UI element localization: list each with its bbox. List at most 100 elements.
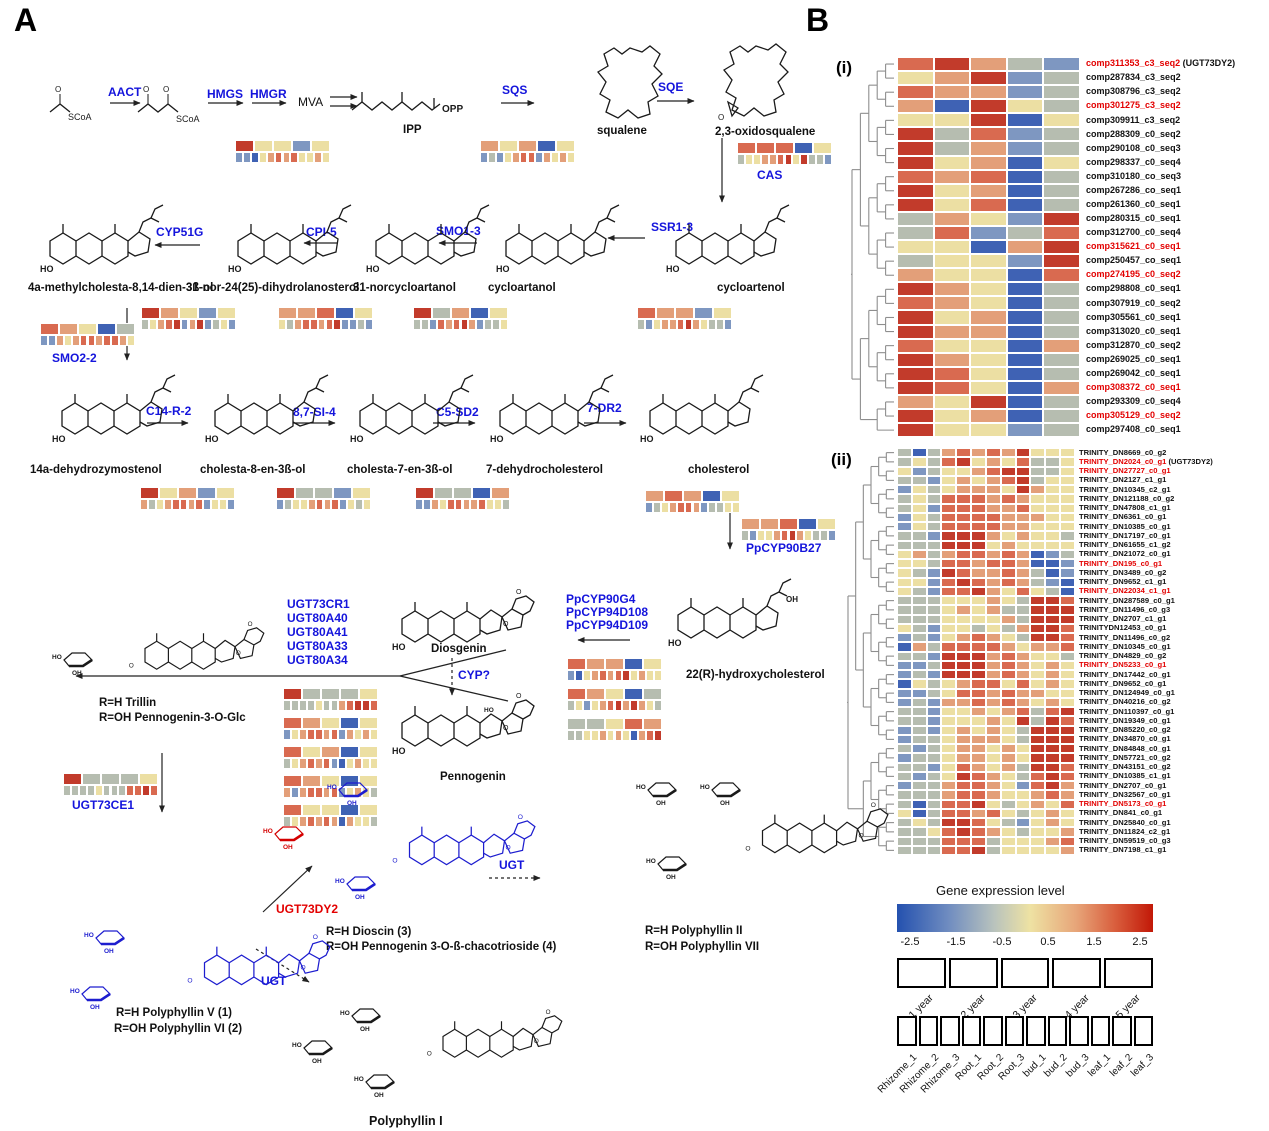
heatmap-cell bbox=[824, 154, 832, 165]
heatmap-cell bbox=[926, 448, 942, 458]
heatmap-cell bbox=[941, 559, 957, 569]
heatmap-cell bbox=[1045, 623, 1061, 633]
heatmap-cell bbox=[40, 323, 59, 335]
mini-heatmap-strip bbox=[567, 688, 662, 711]
heatmap-cell bbox=[306, 787, 315, 798]
mini-heatmap-strip bbox=[637, 307, 732, 330]
heatmap-cell bbox=[971, 827, 986, 837]
heatmap-cell bbox=[985, 642, 1001, 652]
heatmap-cell bbox=[911, 845, 927, 855]
heatmap-cell bbox=[551, 152, 560, 163]
heatmap-cell bbox=[911, 836, 927, 846]
heatmap-cell bbox=[644, 319, 653, 330]
heatmap-cell bbox=[700, 319, 709, 330]
heatmap-cell bbox=[971, 485, 986, 495]
gene-label: TRINITY_DN34870_c0_g1 bbox=[1079, 734, 1171, 744]
heatmap-cell bbox=[956, 466, 972, 476]
heatmap-cell bbox=[911, 531, 927, 541]
heatmap-cell bbox=[933, 324, 971, 339]
heatmap-cell bbox=[956, 614, 972, 624]
heatmap-cell bbox=[330, 787, 339, 798]
heatmap-cell bbox=[752, 154, 761, 165]
heatmap-cell bbox=[102, 785, 111, 796]
svg-text:OH: OH bbox=[720, 800, 730, 807]
heatmap-cell bbox=[941, 475, 957, 485]
heatmap-cell bbox=[1060, 697, 1075, 707]
heatmap-cell bbox=[605, 718, 624, 730]
heatmap-cell bbox=[1006, 183, 1044, 198]
heatmap-cell bbox=[897, 394, 934, 409]
heatmap-cell bbox=[708, 502, 717, 513]
heatmap-cell bbox=[156, 319, 165, 330]
heatmap-cell bbox=[744, 154, 753, 165]
heatmap-cell bbox=[941, 531, 957, 541]
heatmap-cell bbox=[941, 808, 957, 818]
heatmap-cell bbox=[741, 518, 760, 530]
heatmap-cell bbox=[911, 633, 927, 643]
gene-label: TRINITY_DN8669_c0_g2 bbox=[1079, 447, 1167, 457]
heatmap-cell bbox=[911, 716, 927, 726]
heatmap-cell bbox=[1015, 494, 1031, 504]
heatmap-cell bbox=[1015, 448, 1031, 458]
heatmap-cell bbox=[1006, 57, 1044, 72]
heatmap-cell bbox=[1045, 466, 1061, 476]
heatmap-cell bbox=[63, 335, 72, 346]
heatmap-cell bbox=[941, 614, 957, 624]
svg-text:O: O bbox=[505, 844, 510, 851]
heatmap-cell bbox=[956, 623, 972, 633]
heatmap-cell bbox=[970, 225, 1007, 241]
heatmap-cell bbox=[985, 670, 1001, 680]
heatmap-cell bbox=[1043, 169, 1080, 184]
heatmap-cell bbox=[1015, 642, 1031, 652]
panel-a-label: A bbox=[14, 2, 38, 38]
svg-text:O: O bbox=[718, 113, 724, 122]
heatmap-cell bbox=[652, 319, 661, 330]
heatmap-cell bbox=[971, 503, 986, 513]
heatmap-cell bbox=[574, 700, 583, 711]
heatmap-cell bbox=[971, 475, 986, 485]
gene-label: TRINITY_DN17442_c0_g1 bbox=[1079, 669, 1171, 679]
heatmap-cell bbox=[436, 319, 445, 330]
sample-box bbox=[1133, 1016, 1153, 1046]
heatmap-cell bbox=[314, 816, 323, 827]
heatmap-cell bbox=[413, 307, 432, 319]
gene-label: TRINITY_DN2127_c1_g1 bbox=[1079, 475, 1167, 485]
svg-text:O: O bbox=[534, 1038, 539, 1045]
gene-label: TRINITY_DN6361_c0_g1 bbox=[1079, 512, 1167, 522]
heatmap-cell bbox=[971, 697, 986, 707]
heatmap-cell bbox=[985, 549, 1001, 559]
heatmap-cell bbox=[971, 688, 986, 698]
polyphyllin-ii-structure: HO OH HO OH HO OH O O O bbox=[636, 782, 889, 881]
heatmap-cell bbox=[606, 700, 615, 711]
heatmap-cell bbox=[1060, 679, 1075, 689]
heatmap-cell bbox=[1015, 633, 1031, 643]
heatmap-cell bbox=[322, 700, 331, 711]
heatmap-cell bbox=[926, 466, 942, 476]
heatmap-cell bbox=[298, 816, 307, 827]
heatmap-cell bbox=[941, 522, 957, 532]
heatmap-cell bbox=[911, 679, 927, 689]
heatmap-cell bbox=[1000, 679, 1016, 689]
heatmap-cell bbox=[812, 530, 821, 541]
heatmap-cell bbox=[985, 799, 1001, 809]
heatmap-cell bbox=[1060, 808, 1075, 818]
heatmap-cell bbox=[985, 494, 1001, 504]
svg-text:HO: HO bbox=[484, 707, 494, 714]
heatmap-cell bbox=[127, 335, 135, 346]
heatmap-cell bbox=[340, 775, 359, 787]
heatmap-cell bbox=[283, 758, 291, 769]
gene-annotation: (UGT73DY2) bbox=[1166, 456, 1213, 466]
heatmap-cell bbox=[330, 758, 339, 769]
panel-b-label: B bbox=[806, 2, 830, 38]
heatmap-cell bbox=[291, 499, 300, 510]
heatmap-cell bbox=[283, 700, 291, 711]
gene-label: TRINITY_DN47808_c1_g1 bbox=[1079, 503, 1171, 513]
heatmap-cell bbox=[1015, 614, 1031, 624]
heatmap-cell bbox=[1015, 688, 1031, 698]
sample-box bbox=[1112, 1016, 1132, 1046]
svg-text:HO: HO bbox=[263, 828, 273, 835]
svg-text:HO: HO bbox=[354, 1076, 364, 1083]
sample-label: leaf_1 bbox=[1085, 1052, 1114, 1080]
heatmap-cell bbox=[1045, 744, 1061, 754]
